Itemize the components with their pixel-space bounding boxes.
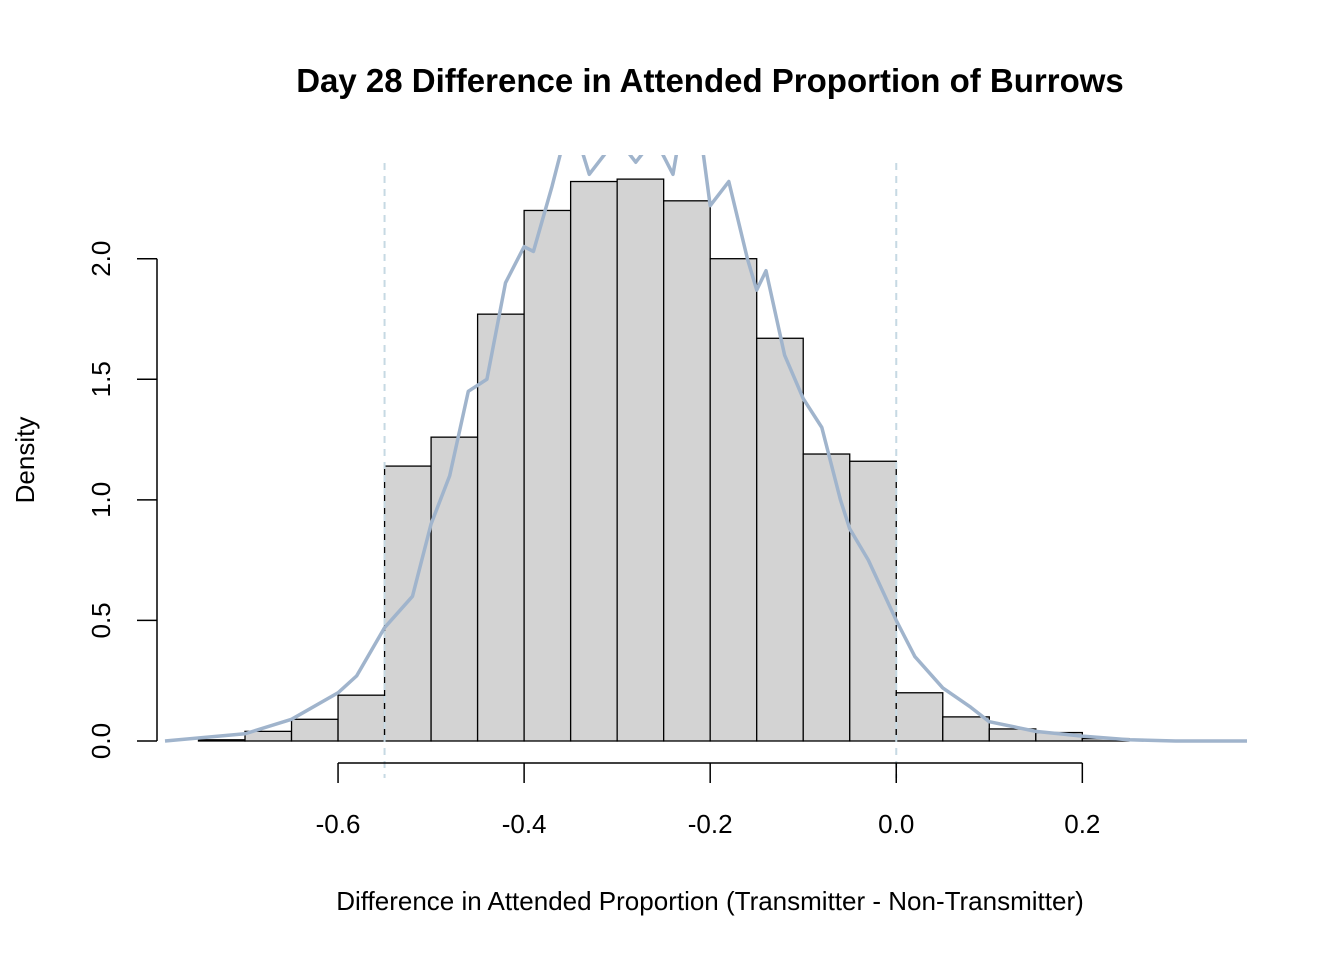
density-layer bbox=[164, 155, 1247, 743]
y-tick-label: 2.0 bbox=[86, 241, 116, 277]
x-tick-label: -0.2 bbox=[688, 809, 733, 839]
bar bbox=[290, 718, 339, 742]
y-axis-label: Density bbox=[10, 417, 40, 504]
y-tick-label: 0.0 bbox=[86, 723, 116, 759]
y-tick-label: 0.5 bbox=[86, 602, 116, 638]
bar bbox=[616, 178, 665, 742]
bar bbox=[337, 694, 386, 742]
bar bbox=[895, 692, 944, 742]
chart-title: Day 28 Difference in Attended Proportion… bbox=[296, 62, 1124, 99]
bar bbox=[709, 258, 758, 742]
x-axis-label: Difference in Attended Proportion (Trans… bbox=[336, 886, 1084, 916]
x-tick-label: 0.0 bbox=[878, 809, 914, 839]
bar bbox=[942, 716, 990, 742]
y-tick-label: 1.5 bbox=[86, 361, 116, 397]
bar bbox=[849, 460, 897, 742]
x-tick-label: 0.2 bbox=[1064, 809, 1100, 839]
bar bbox=[430, 436, 479, 742]
bar bbox=[663, 200, 711, 742]
density-line bbox=[164, 155, 1247, 743]
bar bbox=[802, 453, 851, 742]
bar bbox=[756, 337, 804, 742]
bar bbox=[197, 739, 246, 742]
x-tick-label: -0.4 bbox=[502, 809, 547, 839]
y-tick-label: 1.0 bbox=[86, 482, 116, 518]
bar bbox=[523, 209, 572, 742]
bar bbox=[476, 313, 525, 742]
x-tick-label: -0.6 bbox=[316, 809, 361, 839]
bar bbox=[569, 180, 618, 742]
